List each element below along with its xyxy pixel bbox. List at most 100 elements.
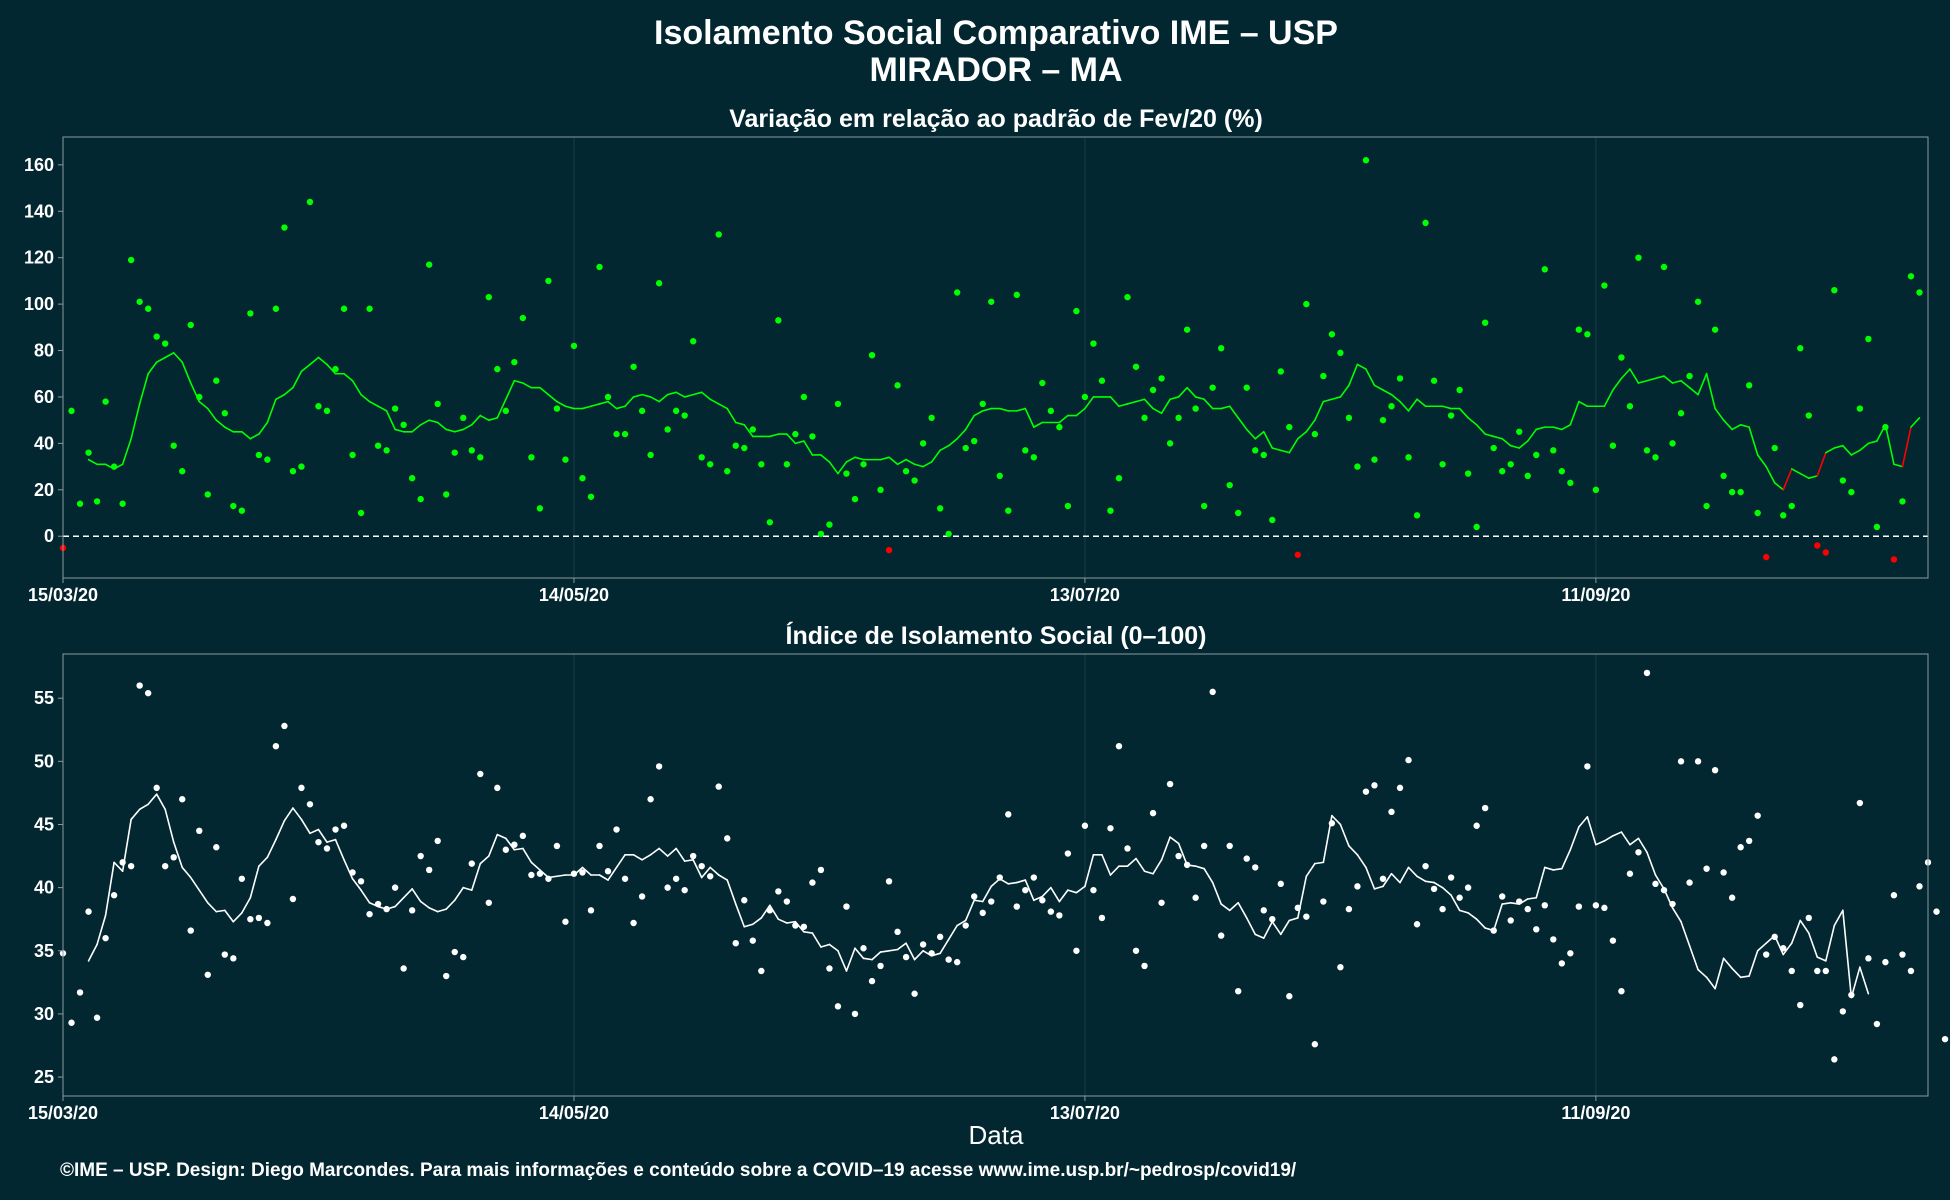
panel-index-point [877, 962, 884, 970]
panel-variation-title: Variação em relação ao padrão de Fev/20 … [729, 105, 1263, 133]
panel-variation-point [383, 447, 390, 454]
panel-index-ytick-label: 50 [34, 751, 54, 771]
panel-variation-ytick-label: 20 [34, 480, 54, 500]
panel-variation-point [443, 491, 450, 498]
panel-variation-trend-segment [411, 424, 422, 433]
panel-variation-trend-segment [1475, 424, 1486, 435]
panel-index-trend-segment [981, 885, 993, 903]
panel-variation-trend-segment [1058, 414, 1069, 424]
panel-index-trend-segment [1314, 861, 1325, 865]
panel-variation-point [332, 365, 339, 373]
panel-index-trend-segment [462, 886, 473, 891]
panel-index-point [953, 958, 961, 966]
panel-index-point [502, 846, 510, 853]
panel-index-point [187, 927, 194, 934]
panel-index-point [1217, 932, 1225, 939]
panel-index-trend-segment [1578, 816, 1589, 828]
panel-variation-point [868, 351, 876, 359]
panel-variation-trend-segment [820, 454, 831, 463]
panel-index-trend-segment [1194, 865, 1205, 870]
panel-index-point [1277, 880, 1284, 888]
panel-variation-frame [62, 136, 1929, 579]
panel-index-point [76, 989, 84, 996]
panel-index-trend-segment [743, 923, 754, 928]
panel-index-xtick-label: 14/05/20 [539, 1103, 609, 1123]
panel-index-point [1430, 885, 1438, 893]
panel-index-point [1848, 991, 1855, 999]
panel-index-trend-segment [155, 793, 166, 811]
panel-index-point [1737, 844, 1744, 851]
panel-index-trend-segment [1160, 836, 1171, 861]
panel-variation-point [1098, 377, 1106, 384]
panel-variation-point [323, 407, 331, 415]
panel-index-trend-segment [87, 943, 98, 962]
panel-index-point [1669, 900, 1676, 908]
panel-index-point [613, 826, 620, 833]
panel-index-point [1345, 905, 1353, 913]
panel-variation-point [800, 393, 808, 401]
panel-index-point [144, 689, 152, 697]
panel-variation-point [1550, 447, 1557, 454]
panel-variation-point [281, 224, 288, 231]
panel-variation-point [1337, 349, 1344, 357]
panel-variation-point [349, 451, 356, 459]
panel-index-trend-segment [1399, 866, 1410, 884]
panel-index-point [238, 875, 246, 882]
panel-index-trend-segment [939, 938, 950, 955]
panel-index-trend-segment [1211, 881, 1222, 905]
panel-index-point [323, 845, 331, 852]
panel-variation-trend-segment [1220, 405, 1231, 410]
panel-variation-trend-segment [726, 407, 737, 424]
panel-variation-trend-segment [828, 461, 839, 475]
panel-index-point [860, 945, 867, 952]
panel-index-point [919, 941, 927, 948]
panel-variation-point [144, 305, 152, 312]
panel-index-trend-segment [956, 919, 967, 927]
panel-index-trend-segment [326, 838, 337, 843]
panel-variation-point [647, 451, 654, 459]
panel-variation-trend-segment [1348, 363, 1359, 387]
panel-variation-point [170, 442, 177, 449]
panel-index-point [127, 862, 135, 870]
panel-index-trend-segment [1084, 853, 1095, 888]
panel-index-point [1839, 1008, 1847, 1015]
panel-index-point [945, 956, 952, 963]
panel-variation-point [613, 430, 620, 438]
panel-index-trend-segment [615, 853, 626, 869]
panel-variation-trend-segment [436, 421, 448, 431]
panel-variation-point [604, 393, 612, 401]
panel-index-title: Índice de Isolamento Social (0–100) [786, 621, 1207, 650]
panel-variation-trend-segment [1118, 403, 1129, 408]
panel-variation-trend-segment [1816, 451, 1827, 477]
panel-variation-point [179, 468, 186, 475]
panel-index-trend-segment [1705, 976, 1716, 990]
panel-variation-point [1865, 335, 1872, 343]
panel-index-point [962, 922, 969, 929]
panel-variation-trend-segment [845, 456, 856, 463]
panel-index-point [707, 873, 714, 880]
panel-index-trend-segment [1237, 901, 1248, 919]
panel-variation-point [1711, 326, 1719, 333]
panel-index-point [1286, 993, 1293, 1000]
panel-index-trend-segment [1833, 909, 1844, 927]
panel-variation-point [528, 454, 535, 461]
panel-variation-trend-segment [1578, 400, 1589, 408]
panel-variation-trend-segment [649, 396, 660, 403]
panel-index-point [1362, 788, 1370, 795]
panel-variation-point [638, 407, 646, 415]
panel-variation-trend-segment [1126, 400, 1137, 405]
panel-index-point [1124, 845, 1131, 852]
panel-variation-point [1235, 509, 1242, 517]
panel-variation-trend-segment [275, 393, 286, 401]
panel-index-point [1098, 914, 1106, 922]
panel-index-trend-segment [1101, 853, 1112, 876]
panel-variation-trend-segment [1842, 444, 1853, 456]
panel-index-trend-segment [249, 865, 260, 899]
panel-index-point [1533, 926, 1540, 933]
panel-variation-point [996, 472, 1003, 480]
panel-index-trend-segment [888, 948, 899, 952]
panel-index-point [196, 827, 203, 834]
panel-variation-trend-segment [206, 407, 218, 421]
panel-variation-point [979, 400, 986, 408]
panel-variation-trend-segment [1492, 435, 1504, 440]
